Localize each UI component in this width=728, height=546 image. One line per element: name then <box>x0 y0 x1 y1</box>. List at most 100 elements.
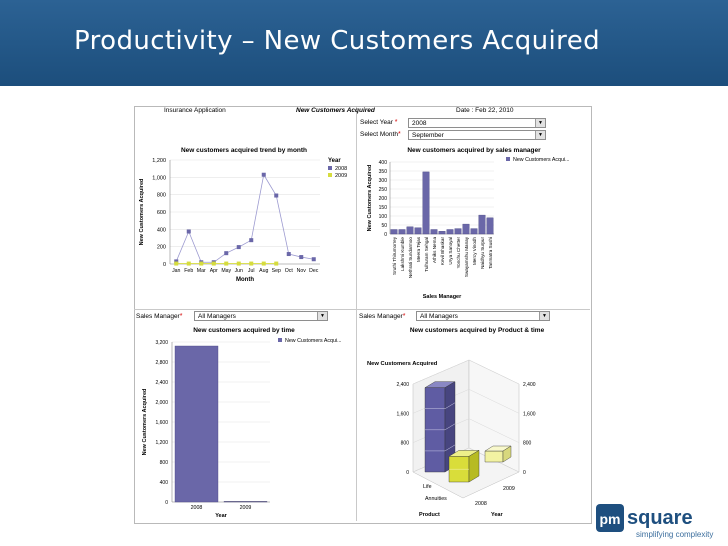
x-tick-label: Apr <box>210 268 218 274</box>
y-tick-label: 400 <box>379 160 388 166</box>
y-tick-label: 1,200 <box>155 440 168 446</box>
select-month-dropdown[interactable]: September ▼ <box>408 130 546 140</box>
y-tick-label: 0 <box>384 232 387 238</box>
y-tick-label-right: 1,600 <box>523 411 536 417</box>
data-point <box>299 255 304 260</box>
legend-label: New Customers Acqui... <box>513 157 570 163</box>
x-tick-label: Kevil Bhaskar <box>440 237 445 266</box>
y-tick-label: 250 <box>379 187 388 193</box>
bar <box>486 217 494 235</box>
z-axis-title: Year <box>491 512 503 518</box>
series-line <box>175 173 314 263</box>
y-tick-label: 2,400 <box>155 380 168 386</box>
y-axis-title: New Customers Acquired <box>367 165 373 232</box>
sales-manager-dropdown[interactable]: All Managers ▼ <box>416 311 550 321</box>
sales-manager-dropdown[interactable]: All Managers ▼ <box>194 311 328 321</box>
category-label: Annuities <box>425 496 447 502</box>
data-point <box>186 261 191 266</box>
y-tick-label: 400 <box>157 227 166 233</box>
bar <box>462 223 470 235</box>
y-tick-label: 200 <box>379 196 388 202</box>
y-tick-label: 100 <box>379 214 388 220</box>
chart-subtitle: New Customers Acquired <box>367 361 438 367</box>
y-tick-label: 1,600 <box>155 420 168 426</box>
x-tick-label: May <box>221 268 231 274</box>
select-month-label: Select Month* <box>360 131 401 138</box>
pmsquare-logo: pm square simplifying complexity <box>596 500 720 540</box>
x-tick-label: Jul <box>248 268 255 274</box>
x-tick-label: Feb <box>184 268 193 274</box>
gridline <box>468 389 520 414</box>
y-axis-title: New Customers Acquired <box>142 389 148 456</box>
bar <box>438 231 446 235</box>
y-tick-label: 800 <box>157 193 166 199</box>
category-label: 2008 <box>475 501 487 507</box>
x-tick-label: Mercy Vinodh <box>472 237 477 265</box>
by-product-time-chart: New customers acquired by Product & time… <box>367 327 545 518</box>
bar-segment <box>444 444 456 452</box>
x-tick-label: Tanmatra Sushi <box>488 237 493 269</box>
data-point <box>249 261 254 266</box>
legend-label: New Customers Acqui... <box>285 338 342 344</box>
legend-swatch <box>278 338 282 342</box>
app-name: Insurance Application <box>164 107 226 114</box>
chart-title: New customers acquired by sales manager <box>407 147 541 154</box>
y-tick-label: 200 <box>157 245 166 251</box>
data-point <box>274 193 279 198</box>
bar-annuities-2009 <box>484 450 504 463</box>
y-tick-label: 1,600 <box>396 411 409 417</box>
y-tick-label: 2,400 <box>396 382 409 388</box>
data-point <box>261 172 266 177</box>
chart-title: New customers acquired trend by month <box>181 147 307 154</box>
gridline <box>412 359 470 385</box>
x-tick-label: Athiks Nema <box>432 237 437 263</box>
y-tick-label: 3,200 <box>155 340 168 346</box>
data-point <box>261 261 266 266</box>
x-axis-title: Product <box>419 512 440 518</box>
bar <box>430 229 438 235</box>
sales-manager-label: Sales Manager* <box>136 313 183 320</box>
bar <box>174 345 219 503</box>
y-tick-label: 0 <box>163 262 166 268</box>
logo-brand: square <box>627 507 693 529</box>
x-axis-title: Sales Manager <box>423 294 462 300</box>
x-tick-label: Nov <box>297 268 307 274</box>
data-point <box>236 245 241 250</box>
x-tick-label: Tulhuram Sehgal <box>424 237 429 272</box>
data-point <box>174 259 179 264</box>
y-tick-label-right: 2,400 <box>523 382 536 388</box>
by-time-chart: New customers acquired by time 0 400 800 1,2… <box>142 327 342 519</box>
bar <box>470 228 478 235</box>
data-point <box>224 251 229 256</box>
gridline <box>468 418 520 443</box>
slide-title: Productivity – New Customers Acquired <box>74 26 600 56</box>
x-tick-label: Nethrati Sundarmoo <box>408 237 413 279</box>
by-sales-manager-chart: New customers acquired by sales manager 0… <box>367 147 570 300</box>
bar-annuities-2009-side <box>502 445 512 463</box>
data-point <box>224 261 229 266</box>
bar <box>422 171 430 235</box>
chart-title: New customers acquired by time <box>193 327 295 334</box>
x-tick-label: Urya Sanoyal <box>448 237 453 265</box>
bar <box>223 501 268 503</box>
data-point <box>249 238 254 243</box>
legend-swatch <box>328 173 332 177</box>
bar <box>398 229 406 235</box>
x-axis-title: Month <box>236 277 254 283</box>
x-axis-title: Year <box>215 513 227 519</box>
y-tick-label: 300 <box>379 178 388 184</box>
data-point <box>236 261 241 266</box>
bar <box>406 226 414 235</box>
svg-text:pm: pm <box>600 511 621 527</box>
y-tick-label: 50 <box>381 223 387 229</box>
bar <box>478 214 486 235</box>
bar <box>414 227 422 235</box>
x-tick-label: Aug <box>259 268 268 274</box>
select-year-dropdown[interactable]: 2008 ▼ <box>408 118 546 128</box>
chevron-down-icon: ▼ <box>317 312 327 320</box>
dashboard-title: New Customers Acquired <box>296 107 375 114</box>
x-tick-label: Lakshmi Kumble <box>400 237 405 271</box>
data-point <box>199 261 204 266</box>
y-tick-label: 1,200 <box>152 158 166 164</box>
logo-tagline: simplifying complexity <box>636 530 713 539</box>
